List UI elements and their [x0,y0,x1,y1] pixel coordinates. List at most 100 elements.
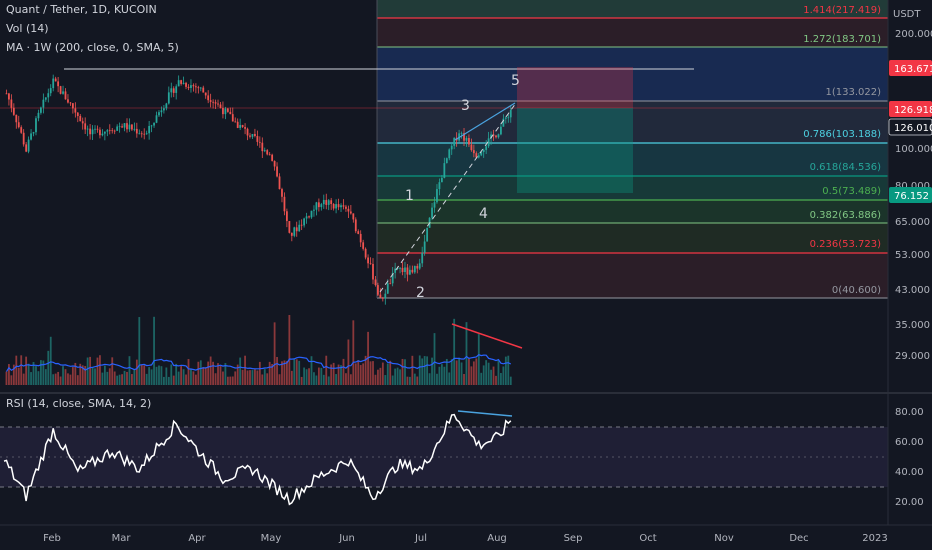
candle-body [364,248,367,258]
volume-bar [325,355,328,385]
volume-bar [54,373,57,385]
candle-body [477,155,480,158]
volume-bar [308,368,310,385]
candle-body [150,125,153,127]
candle-body [22,132,25,145]
price-axis[interactable]: USDT 200.000 100.000 80.000 65.000 53.00… [893,9,932,362]
candle-body [42,99,45,108]
volume-bar [128,356,131,385]
volume-bar [150,369,153,385]
volume-bar [374,374,377,385]
volume-bar [509,376,512,385]
volume-bar [185,374,187,385]
candle-body [482,149,485,153]
volume-bar [180,366,183,385]
volume-bar [386,363,389,385]
price-badges: 163.671 126.918 126.010 76.152 [888,60,932,203]
candle-body [37,112,40,119]
candle-body [148,126,151,134]
candle-body [509,110,512,118]
volume-bar [345,373,347,385]
candle-body [300,224,303,226]
candle-body [69,102,72,104]
volume-bar [271,364,274,385]
volume-bar [283,360,286,385]
volume-bar [409,376,411,385]
candle-body [79,116,82,122]
legend-symbol[interactable]: Quant / Tether, 1D, KUCOIN [6,3,157,16]
candle-body [288,221,291,233]
volume-bar [126,371,128,385]
candle-body [448,149,451,159]
volume-bar [155,366,158,385]
volume-bar [401,358,404,385]
candle-body [15,114,18,123]
volume-bar [354,363,357,385]
volume-bar [399,369,401,385]
candle-body [340,205,342,208]
candle-body [194,86,197,88]
candle-body [490,134,492,139]
volume-bar [214,373,217,385]
volume-bar [340,365,342,385]
wave-label-5: 5 [511,73,520,89]
candle-body [485,146,488,150]
candle-body [396,268,399,269]
candle-body [62,91,64,94]
volume-bar [27,363,30,385]
candle-body [463,133,465,141]
volume-bar [295,359,298,385]
time-axis[interactable]: Feb Mar Apr May Jun Jul Aug Sep Oct Nov … [43,533,888,544]
volume-bar [59,376,62,385]
candle-body [118,126,121,128]
volume-bar [47,350,50,385]
legend-rsi[interactable]: RSI (14, close, SMA, 14, 2) [6,397,152,410]
volume-bar [495,375,497,385]
candle-body [487,138,490,147]
position-tool [517,67,633,193]
volume-bar [219,365,222,385]
volume-bar [118,374,121,385]
candle-body [108,130,111,132]
volume-bar [497,360,500,385]
candle-body [268,154,271,156]
legend-volume[interactable]: Vol (14) [6,22,49,35]
candle-body [386,283,389,294]
candle-body [54,78,57,82]
volume-bar [133,369,136,385]
time-label-apr: Apr [188,533,206,544]
candle-body [131,124,133,130]
candle-body [214,102,217,104]
volume-bar [234,371,237,385]
candle-body [197,87,200,89]
volume-bar [239,357,242,385]
volume-bar [116,375,119,385]
candle-body [153,122,155,126]
volume-bar [286,361,288,385]
candle-body [182,82,185,84]
candle-body [421,252,424,264]
volume-bar [300,376,303,385]
volume-bar [317,367,320,385]
volume-bar [347,339,350,385]
time-label-jul: Jul [414,533,427,544]
volume-bar [254,369,256,385]
badge-126918: 126.918 [894,105,932,116]
volume-bar [20,355,23,385]
volume-bar [170,364,173,385]
badge-126010-bg [888,118,932,136]
legend-ma[interactable]: MA · 1W (200, close, 0, SMA, 5) [6,41,179,54]
volume-bar [111,357,114,385]
volume-bar [261,374,264,385]
fib-label-1: 1(133.022) [825,87,881,98]
volume-bar [322,374,325,385]
volume-bar [443,366,446,385]
volume-bar [121,374,123,385]
volume-bar [448,372,451,385]
candle-body [409,269,411,275]
candle-body [5,93,8,95]
fib-label-0382: 0.382(63.886) [810,210,882,221]
rsi-tick-20: 20.00 [895,497,924,508]
rsi-axis[interactable]: 80.00 60.00 40.00 20.00 [895,407,924,508]
